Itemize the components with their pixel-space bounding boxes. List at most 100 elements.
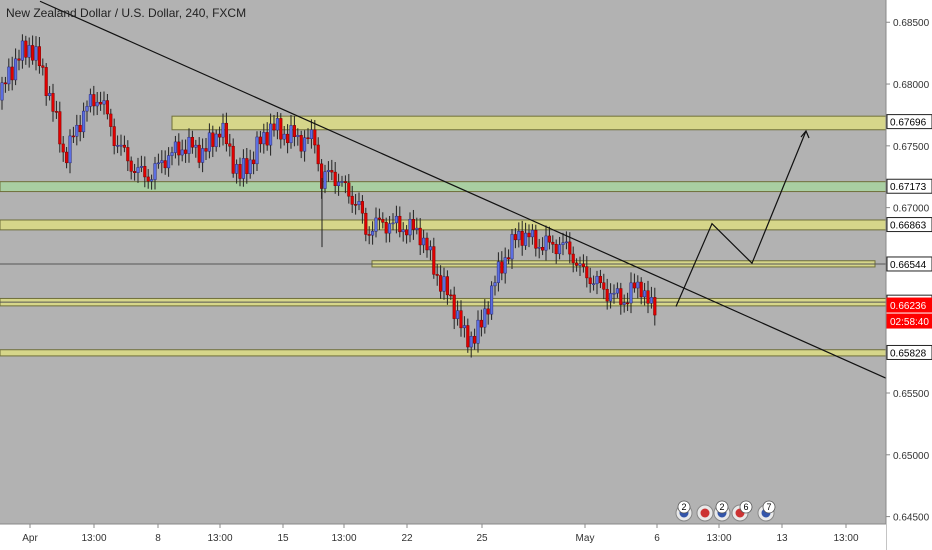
- news-count-label: 2: [719, 502, 724, 512]
- zone-resistance: [171, 115, 887, 131]
- candle-down: [54, 111, 58, 113]
- zone-support: [0, 181, 887, 193]
- candle-down: [313, 129, 317, 146]
- candle-up: [490, 285, 494, 315]
- candle-up: [0, 82, 4, 101]
- time-tick-label: 6: [654, 533, 660, 544]
- candle-up: [394, 215, 398, 224]
- candle-down: [534, 230, 538, 249]
- zone-support: [0, 349, 887, 357]
- candle-down: [61, 143, 65, 153]
- candle-up: [187, 137, 191, 154]
- candle-down: [143, 166, 147, 178]
- candle-up: [592, 283, 596, 285]
- time-axis[interactable]: [0, 524, 886, 550]
- candle-up: [153, 163, 157, 180]
- candle-down: [588, 277, 592, 284]
- candle-down: [486, 308, 490, 315]
- candle-up: [561, 242, 565, 245]
- price-label-box: [886, 297, 932, 313]
- candle-down: [520, 231, 524, 246]
- candle-down: [449, 294, 453, 297]
- candle-down: [418, 227, 422, 246]
- candle-down: [129, 160, 133, 172]
- candle-down: [367, 234, 371, 236]
- candle-down: [279, 118, 283, 140]
- candle-down: [459, 310, 463, 329]
- candle-down: [333, 171, 337, 186]
- candle-up: [167, 155, 171, 169]
- candle-down: [112, 126, 116, 146]
- candle-down: [44, 67, 48, 96]
- candle-down: [632, 282, 636, 289]
- candle-up: [408, 219, 412, 236]
- candle-up: [643, 290, 647, 298]
- candle-up: [391, 222, 395, 225]
- candle-down: [500, 261, 504, 274]
- time-tick-label: 15: [277, 533, 289, 544]
- price-label-box: [886, 256, 932, 272]
- candle-down: [360, 201, 364, 214]
- price-label-box: [886, 313, 932, 329]
- news-count-label: 7: [766, 502, 771, 512]
- candle-down: [292, 125, 296, 137]
- candle-up: [20, 40, 24, 61]
- candle-down: [92, 94, 96, 107]
- candle-down: [299, 135, 303, 152]
- news-count-badge: [762, 500, 776, 514]
- candle-down: [133, 171, 137, 173]
- candle-down: [473, 336, 477, 344]
- candle-up: [136, 167, 140, 173]
- candle-down: [65, 151, 69, 164]
- candle-up: [629, 282, 633, 304]
- candle-down: [231, 145, 235, 174]
- candle-down: [211, 132, 215, 147]
- candle-down: [197, 144, 201, 163]
- news-count-badge: [677, 500, 691, 514]
- time-tick-label: May: [576, 533, 595, 544]
- news-count-badge: [739, 500, 753, 514]
- candle-up: [27, 45, 31, 58]
- candle-down: [605, 288, 609, 302]
- candle-up: [483, 308, 487, 328]
- price-axis[interactable]: [886, 0, 932, 550]
- candle-up: [88, 94, 92, 107]
- candle-up: [48, 93, 52, 96]
- candle-up: [255, 136, 259, 165]
- candle-up: [248, 159, 252, 174]
- price-label-countdown: 02:58:40: [890, 317, 929, 328]
- candle-up: [422, 237, 426, 246]
- projection-path: [675, 130, 807, 307]
- candle-down: [218, 133, 222, 138]
- candle-down: [31, 45, 35, 61]
- candle-up: [139, 166, 143, 168]
- candle-down: [398, 215, 402, 233]
- candle-down: [571, 253, 575, 264]
- price-axis-labels: 0.676960.671730.668630.665440.662350.662…: [886, 114, 932, 360]
- candle-up: [578, 263, 582, 266]
- candle-down: [265, 132, 269, 146]
- candle-down: [258, 136, 262, 145]
- candle-up: [326, 170, 330, 172]
- price-tick-label: 0.67500: [893, 142, 930, 153]
- trend-line: [39, 0, 887, 379]
- candle-down: [204, 148, 208, 152]
- candle-up: [156, 162, 160, 165]
- candle-up: [469, 336, 473, 348]
- price-label-level: 0.65828: [890, 348, 927, 359]
- price-label-level: 0.67696: [890, 118, 927, 129]
- candle-up: [323, 171, 327, 189]
- time-tick-label: 13:00: [706, 533, 731, 544]
- candle-down: [547, 235, 551, 243]
- candle-up: [282, 133, 286, 140]
- candle-up: [303, 137, 307, 152]
- candle-up: [510, 234, 514, 260]
- candle-up: [374, 217, 378, 232]
- candle-up: [235, 164, 239, 174]
- level-lines-layer: [0, 263, 886, 303]
- candle-down: [619, 288, 623, 305]
- candle-down: [24, 40, 28, 58]
- candle-down: [527, 232, 531, 238]
- candle-down: [445, 276, 449, 296]
